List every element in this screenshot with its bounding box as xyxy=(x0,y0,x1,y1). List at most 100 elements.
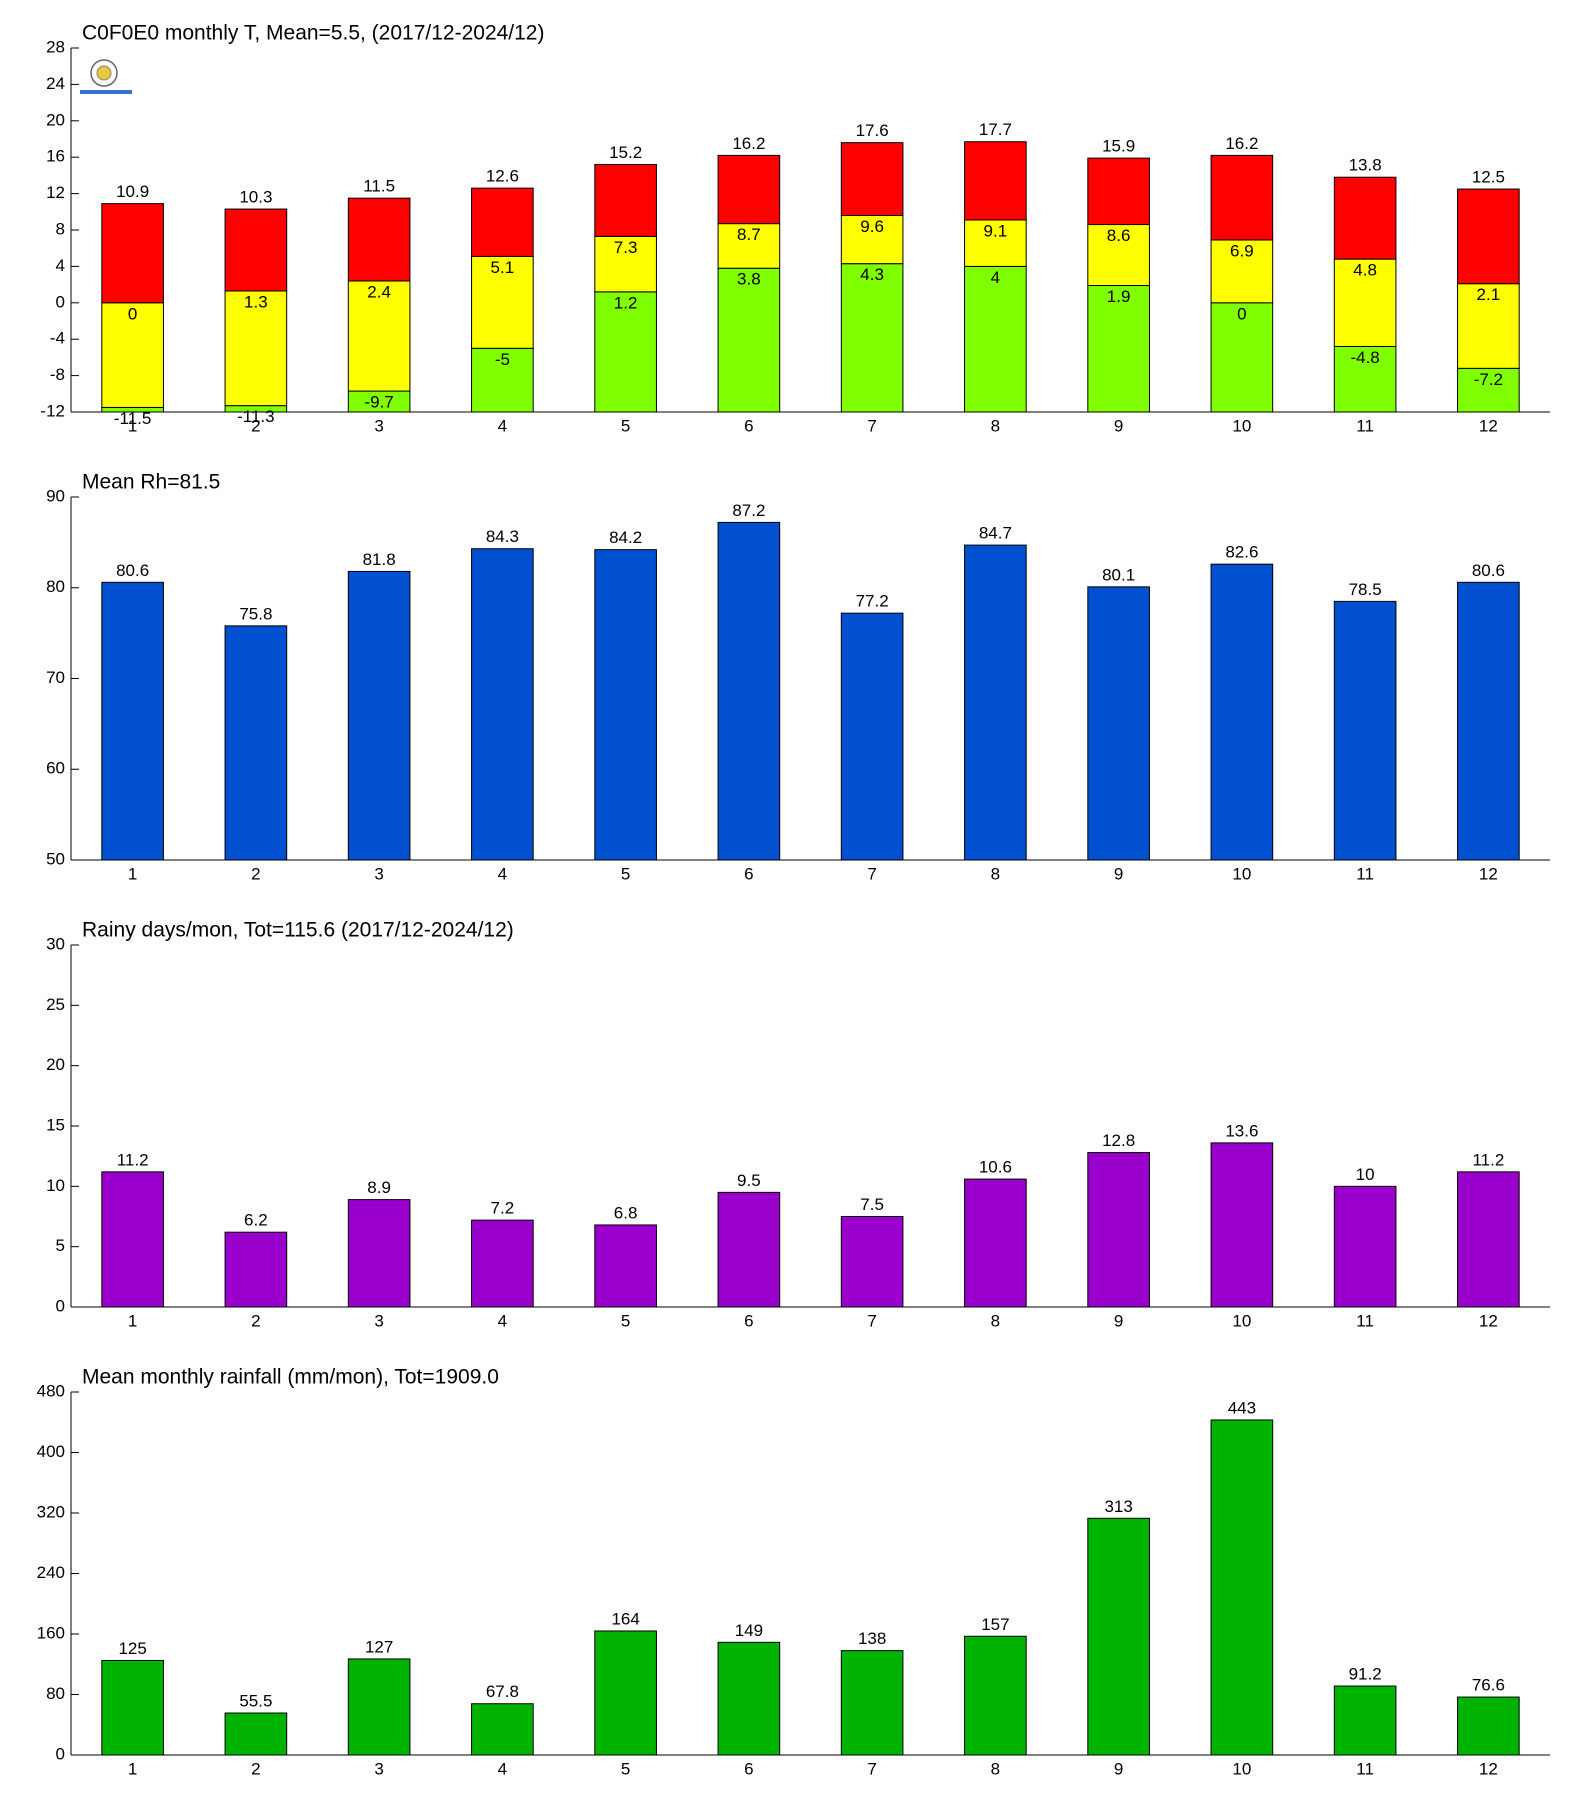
x-tick-label: 1 xyxy=(128,1759,137,1778)
y-tick-label: 24 xyxy=(46,74,65,93)
x-tick-label: 2 xyxy=(251,1759,260,1778)
data-label: 82.6 xyxy=(1225,543,1258,562)
bar xyxy=(1087,586,1150,861)
data-label: 7.3 xyxy=(614,238,638,257)
bar-segment xyxy=(964,265,1027,413)
chart-title: Mean monthly rainfall (mm/mon), Tot=1909… xyxy=(82,1366,499,1389)
x-tick-label: 5 xyxy=(621,1311,630,1330)
y-tick-label: 80 xyxy=(46,577,65,596)
y-tick-label: 160 xyxy=(37,1623,65,1642)
y-tick-label: 28 xyxy=(46,37,65,56)
x-tick-label: 11 xyxy=(1356,416,1374,435)
bar xyxy=(347,570,411,861)
data-label: 4.3 xyxy=(860,265,884,284)
data-label: 125 xyxy=(118,1639,146,1658)
x-tick-label: 3 xyxy=(374,1759,383,1778)
bar xyxy=(1457,1171,1520,1308)
bar xyxy=(964,544,1027,861)
y-tick-label: 20 xyxy=(46,110,65,129)
bar xyxy=(594,1224,657,1308)
logo xyxy=(80,59,132,94)
x-tick-label: 12 xyxy=(1479,1311,1498,1330)
y-tick-label: -12 xyxy=(40,401,65,420)
data-label: 16.2 xyxy=(732,134,765,153)
bar xyxy=(1457,581,1520,861)
x-tick-label: 4 xyxy=(498,416,507,435)
bar xyxy=(964,1178,1027,1308)
data-label: 87.2 xyxy=(732,501,765,520)
y-tick-label: 0 xyxy=(56,292,65,311)
y-tick-label: 5 xyxy=(56,1236,65,1255)
bar-segment xyxy=(1210,239,1274,304)
data-label: -11.3 xyxy=(237,407,275,426)
bar xyxy=(224,625,288,861)
data-label: 7.5 xyxy=(860,1195,884,1214)
y-tick-label: 20 xyxy=(46,1055,65,1074)
data-label: 4 xyxy=(991,268,1000,287)
x-tick-label: 8 xyxy=(991,1311,1000,1330)
bar-segment xyxy=(1457,188,1520,285)
data-label: 3.8 xyxy=(737,270,761,289)
data-label: -7.2 xyxy=(1474,370,1503,389)
chart-title: Rainy days/mon, Tot=115.6 (2017/12-2024/… xyxy=(82,919,514,942)
bar xyxy=(1333,600,1397,861)
x-tick-label: 7 xyxy=(867,1311,876,1330)
y-tick-label: 480 xyxy=(37,1381,65,1400)
x-tick-label: 6 xyxy=(744,416,753,435)
bar xyxy=(1333,1185,1397,1308)
bar-segment xyxy=(471,187,534,257)
bar-segment xyxy=(717,267,781,413)
bar-segment xyxy=(717,154,781,225)
data-label: 5.1 xyxy=(491,258,515,277)
data-label: 11.5 xyxy=(363,177,395,196)
bar-segment xyxy=(840,263,904,413)
bar xyxy=(1087,1517,1150,1756)
y-tick-label: 0 xyxy=(56,1296,65,1315)
bar xyxy=(964,1635,1027,1756)
bar-segment xyxy=(1087,157,1150,226)
bar-segment xyxy=(347,197,411,282)
x-tick-label: 7 xyxy=(867,864,876,883)
data-label: 10.9 xyxy=(116,182,149,201)
x-tick-label: 8 xyxy=(991,1759,1000,1778)
bar-segment xyxy=(1457,367,1520,413)
bar xyxy=(1087,1152,1150,1308)
bar-segment xyxy=(224,208,288,292)
chart-title: Mean Rh=81.5 xyxy=(82,471,220,494)
x-tick-label: 12 xyxy=(1479,1759,1498,1778)
bar-segment xyxy=(101,203,164,304)
bar-segment xyxy=(224,290,288,407)
data-label: 149 xyxy=(735,1621,763,1640)
data-label: 84.7 xyxy=(979,524,1012,543)
data-label: 6.8 xyxy=(614,1203,638,1222)
data-label: 4.8 xyxy=(1353,261,1377,280)
y-tick-label: 12 xyxy=(46,183,65,202)
x-tick-label: 9 xyxy=(1114,1311,1123,1330)
bar xyxy=(1210,1142,1274,1308)
x-tick-label: 10 xyxy=(1232,1759,1251,1778)
data-label: 77.2 xyxy=(856,592,889,611)
data-label: 2.1 xyxy=(1477,285,1501,304)
data-label: 13.6 xyxy=(1225,1121,1258,1140)
x-tick-label: 7 xyxy=(867,1759,876,1778)
y-tick-label: 320 xyxy=(37,1502,65,1521)
data-label: 84.2 xyxy=(609,528,642,547)
bar xyxy=(717,1191,781,1308)
data-label: 11.2 xyxy=(117,1150,149,1169)
y-tick-label: 60 xyxy=(46,759,65,778)
bar-segment xyxy=(840,214,904,265)
bar xyxy=(840,1216,904,1308)
bar xyxy=(101,1171,164,1308)
x-tick-label: 4 xyxy=(498,1311,507,1330)
bar-segment xyxy=(1210,302,1274,413)
data-label: 2.4 xyxy=(367,282,391,301)
data-label: 157 xyxy=(981,1615,1009,1634)
bar xyxy=(471,548,534,861)
data-label: 84.3 xyxy=(486,527,519,546)
bar xyxy=(1210,563,1274,861)
data-label: 81.8 xyxy=(363,550,396,569)
bar xyxy=(840,1650,904,1756)
data-label: 7.2 xyxy=(491,1199,515,1218)
data-label: 0 xyxy=(128,304,137,323)
bar xyxy=(717,1641,781,1756)
